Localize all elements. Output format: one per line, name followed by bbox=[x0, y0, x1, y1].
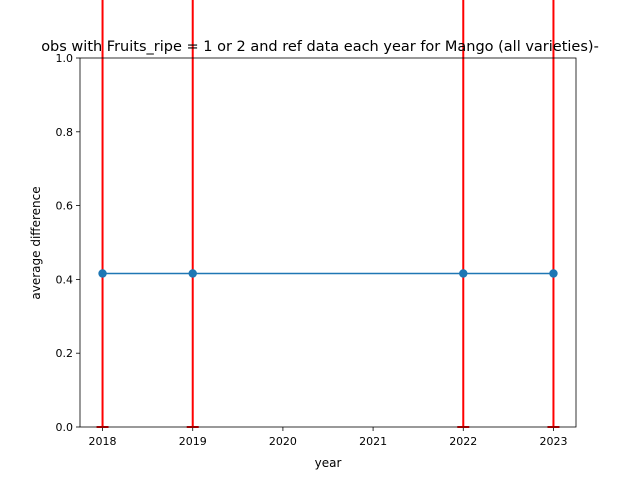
y-axis-label: average difference bbox=[29, 186, 43, 299]
data-point bbox=[188, 269, 197, 278]
x-tick-label: 2023 bbox=[539, 435, 567, 448]
data-point bbox=[98, 269, 107, 278]
axes-frame bbox=[79, 57, 577, 428]
y-tick-label: 0.2 bbox=[56, 347, 74, 360]
y-tick-label: 0.0 bbox=[56, 421, 74, 434]
x-tick-label: 2019 bbox=[179, 435, 207, 448]
data-point bbox=[459, 269, 468, 278]
plot-area: 2018 2019 2020 2021 2022 2023 0.0 0.2 0.4 0.6 0.8 1… bbox=[56, 0, 577, 448]
chart-title: obs with Fruits_ripe = 1 or 2 and ref da… bbox=[41, 39, 599, 55]
data-point bbox=[549, 269, 558, 278]
x-tick-label: 2020 bbox=[269, 435, 297, 448]
y-tick-label: 0.6 bbox=[56, 200, 74, 213]
x-axis-label: year bbox=[315, 456, 342, 470]
y-tick-label: 1.0 bbox=[56, 52, 74, 65]
y-tick-label: 0.8 bbox=[56, 126, 74, 139]
x-tick-label: 2018 bbox=[89, 435, 117, 448]
x-tick-label: 2022 bbox=[449, 435, 477, 448]
x-tick-label: 2021 bbox=[359, 435, 387, 448]
y-tick-label: 0.4 bbox=[56, 273, 74, 286]
